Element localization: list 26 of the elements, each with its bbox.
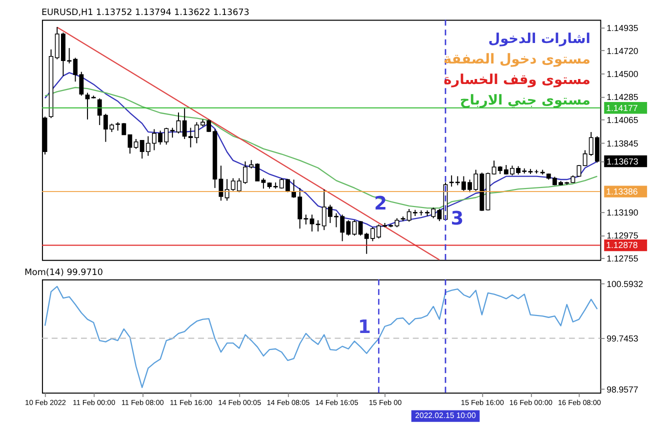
annotation: 2 [374,194,388,215]
x-tick-label: 2022.02.15 10:00 [415,411,477,420]
y-tick-label: 99.7453 [606,334,638,344]
ref-line-label: 1.14177 [606,102,638,113]
y-tick-label: 1.13190 [606,208,638,218]
y-tick-label: 1.14285 [606,92,638,102]
y-tick-label: 1.14935 [606,23,638,34]
ref-line-label: 1.12878 [606,240,638,250]
y-tick-label: 1.13845 [606,138,638,148]
ref-line-label: 1.13386 [606,186,638,196]
y-tick-label: 98.9577 [606,384,638,394]
y-tick-label: 1.13673 [606,156,638,167]
annotation: مستوى دخول الصفقة [443,52,590,68]
y-tick-label: 1.12975 [606,230,638,240]
y-tick-label: 100.5932 [606,279,644,290]
chart-title: EURUSD,H1 1.13752 1.13794 1.13622 1.13673 [41,8,250,18]
y-tick-label: 1.14500 [606,69,638,80]
annotation: اشارات الدخول [488,31,590,48]
y-tick-label: 1.12755 [606,254,638,264]
annotation: مستوى وقف الخسارة [444,72,590,88]
chart-title: Mom(14) 99.9710 [24,268,103,278]
annotation: 1 [358,316,371,338]
annotation: 3 [450,208,464,230]
y-tick-label: 1.14720 [606,46,638,56]
y-tick-label: 1.14065 [606,115,638,126]
annotation: مستوى جني الارباح [460,92,590,109]
